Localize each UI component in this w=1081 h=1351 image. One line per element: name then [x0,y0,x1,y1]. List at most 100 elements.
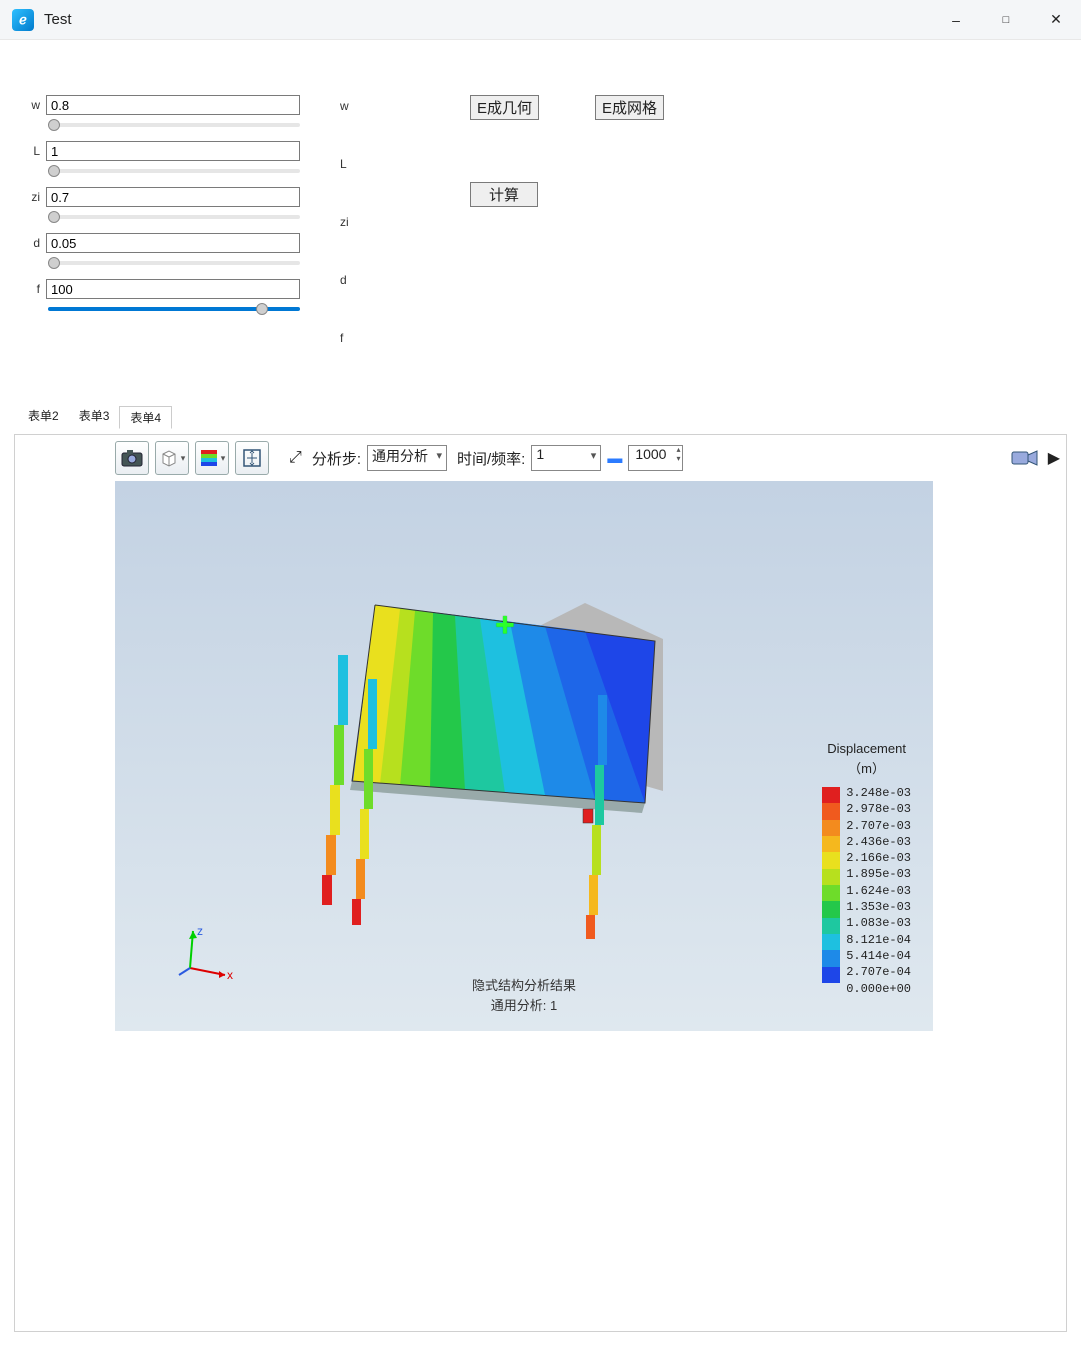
dropdown-caret-icon: ▾ [221,453,226,464]
view-mode-button[interactable]: ▾ [155,441,189,475]
parameter-labels-echo: wLzidf [300,95,380,389]
legend-color-segment [822,950,840,966]
param-slider-thumb[interactable] [48,211,60,223]
param-slider-thumb[interactable] [48,257,60,269]
legend-color-segment [822,885,840,901]
param-echo-label: w [340,99,380,157]
param-slider-track[interactable] [48,215,300,219]
viewport-3d[interactable]: + x z 隐式结构分析结果 通用分析: 1 Displacement （m） … [115,481,933,1031]
time-frequency-select[interactable]: 1 [531,445,601,471]
parameter-sliders: w Lzi d f [20,95,300,389]
legend-color-segment [822,869,840,885]
camera-icon [121,449,143,467]
viewer-toolbar: ▾ ▾ ⤢ 分析步: 通用分析 时间/频率: 1 ▬ 1000 ▶ [15,435,1066,481]
legend-color-segment [822,803,840,819]
param-row-d: d [20,233,300,253]
param-input-L[interactable] [46,141,300,161]
legend-color-segment [822,787,840,803]
fit-view-button[interactable] [235,441,269,475]
legend-title: Displacement [822,741,911,756]
param-row-L: L [20,141,300,161]
dropdown-caret-icon: ▾ [181,453,186,464]
param-label: d [20,236,40,250]
param-row-f: f [20,279,300,299]
generate-mesh-button[interactable]: E成网格 [595,95,664,120]
crosshair-icon: + [495,606,515,645]
contour-icon [199,448,219,468]
param-input-d[interactable] [46,233,300,253]
legend-value: 5.414e-04 [846,950,911,966]
legend-value: 2.978e-03 [846,803,911,819]
title-bar: ℯ Test ‒ □ ✕ [0,0,1081,40]
camcorder-icon [1011,449,1039,467]
link-icon[interactable]: ▬ [607,450,622,467]
expand-icon[interactable]: ⤢ [289,449,302,467]
param-label: L [20,144,40,158]
legend-color-segment [822,836,840,852]
analysis-step-label: 分析步: [312,448,361,469]
close-button[interactable]: ✕ [1031,0,1081,40]
maximize-button[interactable]: □ [981,0,1031,40]
legend-unit: （m） [822,758,911,777]
param-slider-track[interactable] [48,169,300,173]
result-panel: ▾ ▾ ⤢ 分析步: 通用分析 时间/频率: 1 ▬ 1000 ▶ [14,434,1067,1332]
param-label: w [20,98,40,112]
param-slider-thumb[interactable] [256,303,268,315]
legend-color-segment [822,918,840,934]
time-frequency-label: 时间/频率: [457,448,525,469]
result-caption: 隐式结构分析结果 通用分析: 1 [472,976,576,1015]
legend-value: 1.083e-03 [846,917,911,933]
legend-value: 1.624e-03 [846,885,911,901]
analysis-step-select[interactable]: 通用分析 [367,445,447,471]
axis-triad: x z [175,923,235,983]
legend-color-segment [822,901,840,917]
color-legend: Displacement （m） 3.248e-032.978e-032.707… [822,741,911,999]
param-slider-thumb[interactable] [48,119,60,131]
tab-表单2[interactable]: 表单2 [18,405,69,428]
tab-表单3[interactable]: 表单3 [69,405,120,428]
legend-value: 1.353e-03 [846,901,911,917]
legend-value: 2.707e-04 [846,966,911,982]
cube-icon [159,448,179,468]
param-slider-track[interactable] [48,261,300,265]
screenshot-button[interactable] [115,441,149,475]
legend-value: 2.707e-03 [846,820,911,836]
fem-contour-model [115,481,933,1031]
generate-geometry-button[interactable]: E成几何 [470,95,539,120]
param-slider-track[interactable] [48,123,300,127]
param-label: zi [20,190,40,204]
param-label: f [20,282,40,296]
legend-color-segment [822,934,840,950]
param-echo-label: d [340,273,380,331]
contour-display-button[interactable]: ▾ [195,441,229,475]
minimize-button[interactable]: ‒ [931,0,981,40]
param-echo-label: L [340,157,380,215]
svg-text:x: x [227,968,233,982]
param-echo-label: zi [340,215,380,273]
param-input-f[interactable] [46,279,300,299]
param-echo-label: f [340,331,380,389]
param-input-w[interactable] [46,95,300,115]
action-buttons: E成几何 E成网格 计算 [380,95,664,389]
legend-color-segment [822,967,840,983]
param-slider-thumb[interactable] [48,165,60,177]
caption-line2: 通用分析: 1 [472,996,576,1016]
legend-value: 1.895e-03 [846,868,911,884]
legend-value: 3.248e-03 [846,787,911,803]
caption-line1: 隐式结构分析结果 [472,976,576,996]
window-title: Test [44,11,72,28]
param-row-zi: zi [20,187,300,207]
param-input-zi[interactable] [46,187,300,207]
tab-表单4[interactable]: 表单4 [119,406,172,429]
param-row-w: w [20,95,300,115]
record-button[interactable] [1008,441,1042,475]
app-icon: ℯ [12,9,34,31]
frame-spinbox[interactable]: 1000 [628,445,683,471]
legend-value: 8.121e-04 [846,934,911,950]
parameters-panel: wLzidf wLzidf E成几何 E成网格 计算 [0,40,1081,399]
play-icon[interactable]: ▶ [1048,448,1060,468]
compute-button[interactable]: 计算 [470,182,538,207]
form-tabs: 表单2表单3表单4 [18,405,1081,428]
svg-text:z: z [197,924,203,938]
legend-value: 0.000e+00 [846,983,911,999]
